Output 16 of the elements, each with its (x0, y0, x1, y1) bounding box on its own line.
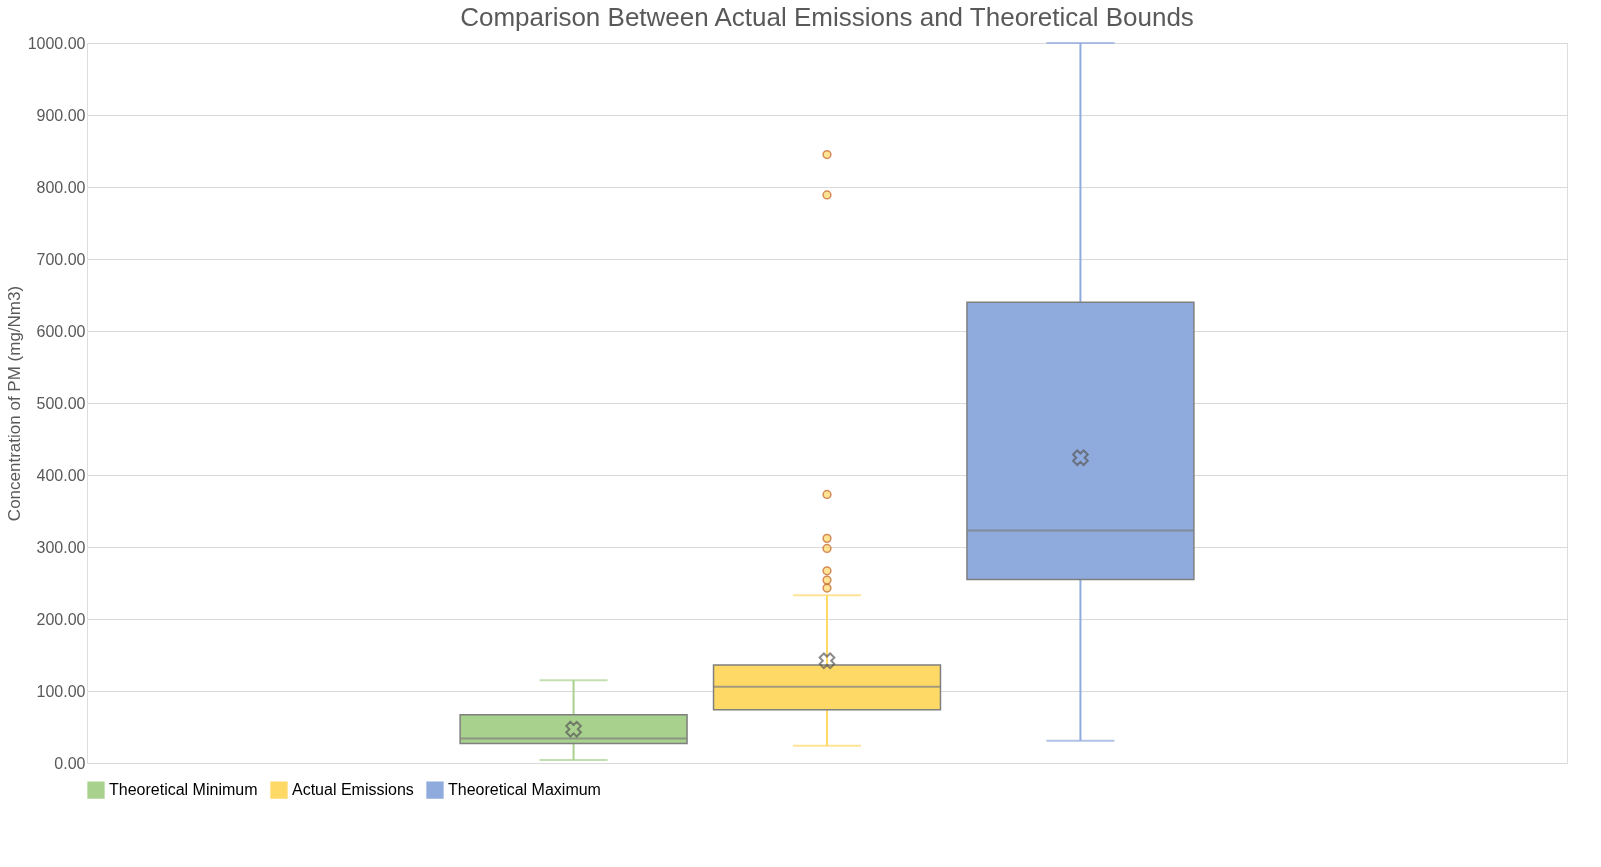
y-tick-label: 1000.00 (27, 34, 86, 52)
y-tick-label: 400.00 (36, 466, 86, 484)
legend-label: Theoretical Maximum (448, 781, 601, 799)
y-tick-label: 500.00 (36, 394, 86, 412)
y-tick-label: 0.00 (54, 754, 86, 772)
y-tick-label: 300.00 (36, 538, 86, 556)
y-tick-label: 900.00 (36, 106, 86, 124)
legend-label: Actual Emissions (292, 781, 414, 799)
y-tick-label: 200.00 (36, 610, 86, 628)
y-axis-title: Concentration of PM (mg/Nm3) (4, 285, 24, 522)
y-tick-label: 600.00 (36, 322, 86, 340)
y-tick-label: 100.00 (36, 682, 86, 700)
legend-label: Theoretical Minimum (109, 781, 258, 799)
y-tick-label: 700.00 (36, 250, 86, 268)
y-tick-label: 800.00 (36, 178, 86, 196)
chart-title: Comparison Between Actual Emissions and Theoretical Bounds (460, 2, 1194, 32)
